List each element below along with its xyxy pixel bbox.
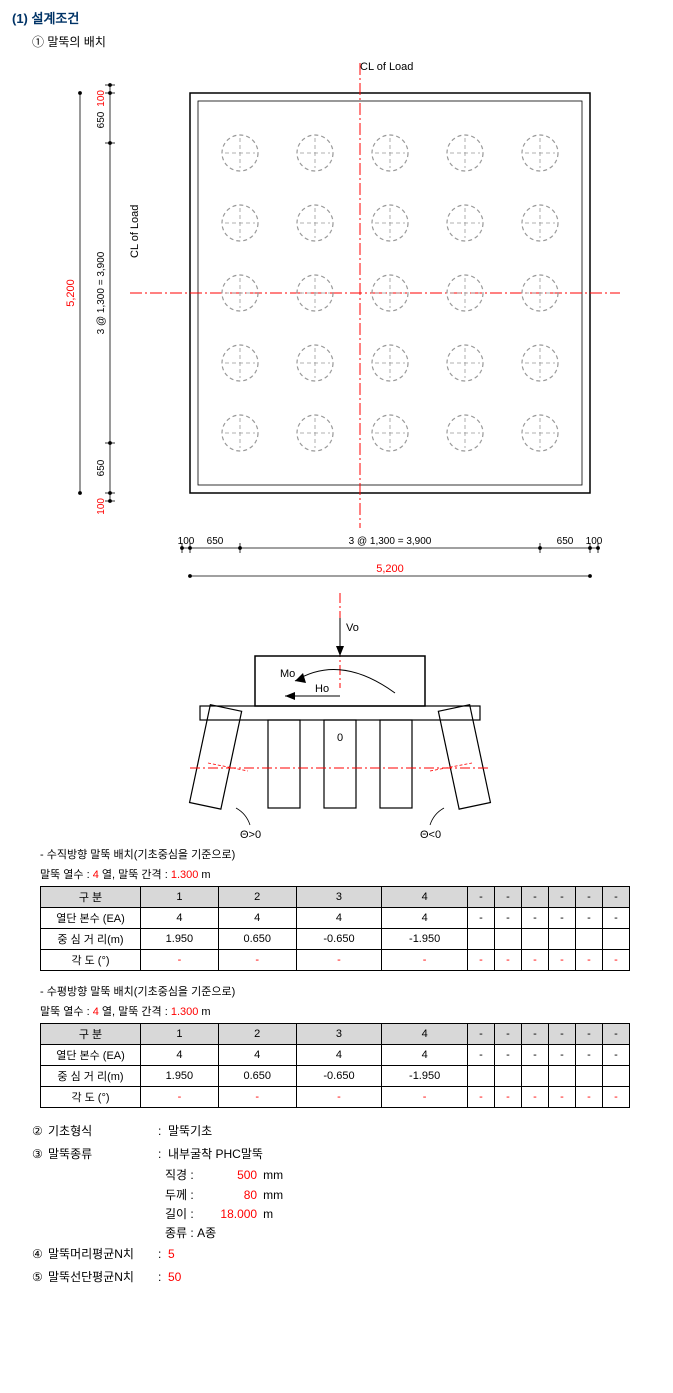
table-horizontal: 구 분1234------ 열단 본수 (EA)4444------ 중 심 거…: [40, 1023, 630, 1108]
svg-text:5,200: 5,200: [65, 279, 77, 307]
svg-text:650: 650: [207, 536, 224, 547]
table-h-params: 말뚝 열수 : 4 열, 말뚝 간격 : 1.300 m: [0, 1003, 673, 1019]
svg-text:650: 650: [96, 111, 107, 128]
spec-len: 길이 : 18.000m: [0, 1205, 673, 1224]
section-title: (1) 설계조건: [0, 0, 673, 31]
spec-ptype: 종류 : A종: [0, 1224, 673, 1243]
section-diagram: Vo Mo Ho 0 Θ>0 Θ<0: [0, 593, 673, 846]
svg-text:Mo: Mo: [280, 668, 295, 680]
cl-label-left: CL of Load: [129, 205, 141, 258]
svg-text:5,200: 5,200: [376, 563, 404, 575]
svg-text:650: 650: [96, 459, 107, 476]
spec-foundation-type: ②기초형식:말뚝기초: [0, 1120, 673, 1143]
svg-text:0: 0: [337, 732, 343, 744]
svg-text:650: 650: [557, 536, 574, 547]
svg-text:Θ>0: Θ>0: [240, 829, 261, 841]
spec-pile-type: ③말뚝종류:내부굴착 PHC말뚝: [0, 1143, 673, 1166]
table-h-title: - 수평방향 말뚝 배치(기초중심을 기준으로): [0, 983, 673, 999]
svg-text:100: 100: [96, 90, 107, 107]
svg-text:100: 100: [586, 536, 603, 547]
svg-text:Vo: Vo: [346, 622, 359, 634]
spec-dia: 직경 : 500mm: [0, 1166, 673, 1185]
subtitle-arrangement: ① 말뚝의 배치: [0, 31, 673, 58]
plan-diagram: CL of Load CL of Load: [0, 58, 673, 598]
spec-head-n: ④말뚝머리평균N치:5: [0, 1243, 673, 1266]
cl-label-top: CL of Load: [360, 61, 413, 73]
svg-text:3 @ 1,300 = 3,900: 3 @ 1,300 = 3,900: [96, 251, 107, 334]
table-v-params: 말뚝 열수 : 4 열, 말뚝 간격 : 1.300 m: [0, 866, 673, 882]
table-vertical: 구 분1234------ 열단 본수 (EA)4444------ 중 심 거…: [40, 886, 630, 971]
svg-text:100: 100: [96, 498, 107, 515]
table-v-title: - 수직방향 말뚝 배치(기초중심을 기준으로): [0, 846, 673, 862]
svg-text:Θ<0: Θ<0: [420, 829, 441, 841]
svg-text:3 @ 1,300 = 3,900: 3 @ 1,300 = 3,900: [349, 536, 432, 547]
svg-text:Ho: Ho: [315, 683, 329, 695]
spec-tip-n: ⑤말뚝선단평균N치:50: [0, 1266, 673, 1289]
svg-text:100: 100: [178, 536, 195, 547]
spec-thk: 두께 : 80mm: [0, 1186, 673, 1205]
